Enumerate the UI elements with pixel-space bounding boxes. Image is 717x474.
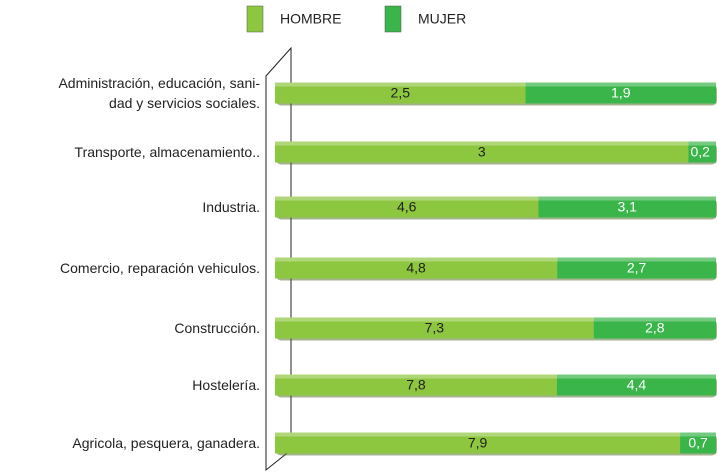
bar (275, 257, 558, 279)
bar-highlight (275, 374, 716, 379)
bar (275, 82, 526, 104)
category-label: Construcción. (174, 320, 260, 336)
value-label: 4,6 (397, 199, 417, 215)
legend-swatch (384, 5, 402, 33)
bar-highlight (275, 196, 716, 201)
bar (557, 257, 716, 279)
value-label: 0,7 (688, 435, 708, 451)
value-label: 7,9 (468, 435, 488, 451)
bar (275, 432, 681, 454)
value-label: 1,9 (611, 85, 631, 101)
bar (275, 196, 539, 218)
value-label: 2,7 (627, 260, 647, 276)
bar (556, 374, 716, 396)
bar-highlight (275, 141, 716, 146)
value-label: 2,5 (391, 85, 411, 101)
legend-swatch (246, 5, 264, 33)
bar (275, 317, 594, 339)
value-label: 3 (478, 144, 486, 160)
bar-highlight (275, 257, 716, 262)
frame (265, 46, 292, 472)
value-label: 4,4 (627, 377, 647, 393)
category-label: Industria. (202, 199, 260, 215)
value-label: 7,8 (406, 377, 426, 393)
bar-highlight (275, 82, 716, 87)
legend-label: MUJER (418, 11, 466, 27)
bar (680, 432, 716, 454)
bar (275, 374, 557, 396)
value-label: 3,1 (617, 199, 637, 215)
category-label: Comercio, reparación vehiculos. (60, 260, 260, 276)
bar-highlight (275, 432, 716, 437)
value-label: 2,8 (645, 320, 665, 336)
bar (688, 141, 716, 163)
bar (275, 141, 689, 163)
legend-label: HOMBRE (280, 11, 341, 27)
bar (538, 196, 716, 218)
value-label: 7,3 (425, 320, 445, 336)
category-label: Agricola, pesquera, ganadera. (72, 435, 260, 451)
value-label: 4,8 (406, 260, 426, 276)
category-label: Administración, educación, sani- dad y s… (58, 75, 260, 111)
bar-highlight (275, 317, 716, 322)
value-label: 0,2 (690, 144, 710, 160)
bar (525, 82, 716, 104)
bar (593, 317, 716, 339)
category-label: Transporte, almacenamiento.. (74, 144, 260, 160)
category-label: Hostelería. (192, 377, 260, 393)
